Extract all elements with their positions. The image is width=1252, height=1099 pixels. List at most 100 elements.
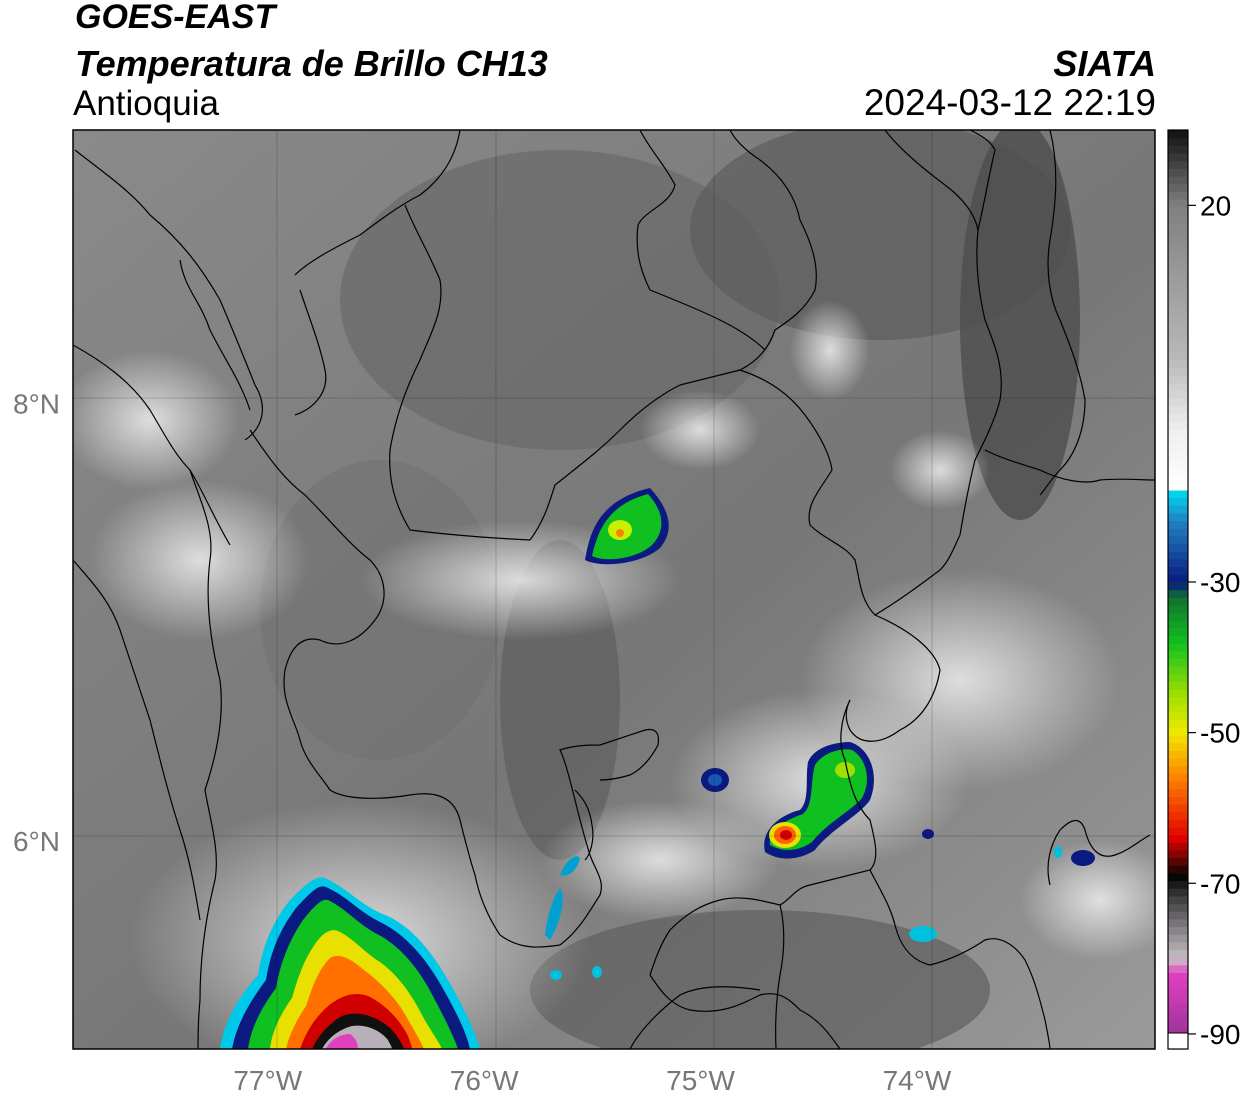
map-gridlines <box>73 130 1155 1049</box>
colorbar-segment <box>1168 857 1188 866</box>
colorbar-segment <box>1168 842 1188 851</box>
storm-cell-east <box>764 742 874 859</box>
colorbar-segment <box>1168 405 1188 414</box>
colorbar-segment <box>1168 175 1188 185</box>
latitude-axis: 8°N 6°N <box>13 389 60 858</box>
colorbar-segment <box>1168 244 1188 254</box>
colorbar-segment <box>1168 888 1188 897</box>
colorbar-segment <box>1168 964 1188 974</box>
colorbar-segment <box>1168 934 1188 943</box>
colorbar-segment <box>1168 727 1188 736</box>
storm-cell-small <box>545 768 1095 980</box>
colorbar-segment <box>1168 214 1188 223</box>
colorbar-segment <box>1168 735 1188 744</box>
colorbar-segment <box>1168 321 1188 330</box>
colorbar-segment <box>1168 298 1188 307</box>
colorbar-segment <box>1168 336 1188 346</box>
colorbar-ticks: 20 -30 -50 -70 -90 <box>1188 190 1240 1050</box>
colorbar-segment <box>1168 543 1188 552</box>
colorbar-segment <box>1168 566 1188 575</box>
satellite-imagery <box>73 130 1155 1049</box>
colorbar-segment <box>1168 382 1188 391</box>
colorbar-segment <box>1168 704 1188 713</box>
longitude-tick-label: 77°W <box>233 1065 302 1096</box>
colorbar-segment <box>1168 681 1188 690</box>
colorbar-segment <box>1168 589 1188 598</box>
colorbar-under-swatch <box>1167 1032 1189 1050</box>
colorbar-segment <box>1168 903 1188 912</box>
colorbar-segment <box>1168 428 1188 437</box>
colorbar-segment <box>1168 972 1188 981</box>
colorbar-segment <box>1168 497 1188 506</box>
colorbar-segment <box>1168 421 1188 430</box>
colorbar-segment <box>1168 957 1188 966</box>
colorbar-segment <box>1168 466 1188 476</box>
colorbar-segment <box>1168 689 1188 698</box>
colorbar-segment <box>1168 183 1188 192</box>
colorbar-segment <box>1168 451 1188 460</box>
colorbar-frame <box>1167 129 1189 1050</box>
colorbar-segment <box>1168 459 1188 468</box>
satellite-title: GOES-EAST <box>75 0 276 36</box>
colorbar-segment <box>1168 865 1188 874</box>
latitude-tick-label: 8°N <box>13 389 60 420</box>
organization-label: SIATA <box>1053 43 1156 84</box>
colorbar-segment <box>1168 666 1188 675</box>
colorbar-segment <box>1168 911 1188 920</box>
colorbar-segment <box>1168 819 1188 828</box>
storm-cell-central <box>585 488 669 565</box>
colorbar-tick-label: -70 <box>1200 868 1240 899</box>
colorbar-segment <box>1168 719 1188 728</box>
longitude-tick-label: 75°W <box>666 1065 735 1096</box>
colorbar-segment <box>1168 597 1188 606</box>
colorbar-segment <box>1168 1003 1188 1012</box>
colorbar-segment <box>1168 413 1188 422</box>
colorbar-segment <box>1168 849 1188 859</box>
region-label: Antioquia <box>73 84 219 123</box>
colorbar-segment <box>1168 627 1188 637</box>
colorbar-segment <box>1168 275 1188 284</box>
colorbar-segment <box>1168 811 1188 820</box>
colorbar-segment <box>1168 604 1188 614</box>
political-boundaries <box>73 130 1155 1049</box>
colorbar-segment <box>1168 558 1188 568</box>
colorbar-segment <box>1168 229 1188 238</box>
colorbar <box>1167 129 1189 1050</box>
colorbar-segment <box>1168 742 1188 751</box>
colorbar-segment <box>1168 643 1188 652</box>
colorbar-segment <box>1168 145 1188 154</box>
colorbar-segment <box>1168 895 1188 905</box>
colorbar-segment <box>1168 160 1188 169</box>
colorbar-segment <box>1168 329 1188 338</box>
colorbar-segment <box>1168 987 1188 996</box>
colorbar-segment <box>1168 803 1188 813</box>
colorbar-tick-label: -50 <box>1200 718 1240 749</box>
colorbar-segment <box>1168 620 1188 629</box>
colorbar-segment <box>1168 535 1188 545</box>
colorbar-segment <box>1168 505 1188 514</box>
colorbar-segment <box>1168 834 1188 843</box>
datetime-label: 2024-03-12 22:19 <box>863 82 1156 123</box>
product-title: Temperatura de Brillo CH13 <box>75 43 548 84</box>
storm-cell-southwest <box>220 877 480 1049</box>
colorbar-segment <box>1168 796 1188 805</box>
colorbar-segment <box>1168 926 1188 935</box>
colorbar-segment <box>1168 941 1188 951</box>
colorbar-segment <box>1168 367 1188 376</box>
colorbar-segment <box>1168 313 1188 323</box>
colorbar-segment <box>1168 918 1188 928</box>
colorbar-segment <box>1168 168 1188 177</box>
colorbar-tick-label: 20 <box>1200 190 1231 221</box>
colorbar-segment <box>1168 352 1188 361</box>
colorbar-tick-label: -90 <box>1200 1019 1240 1050</box>
colorbar-segment <box>1168 765 1188 774</box>
colorbar-segment <box>1168 474 1188 483</box>
colorbar-segment <box>1168 650 1188 660</box>
colorbar-segment <box>1168 712 1188 721</box>
latitude-tick-label: 6°N <box>13 826 60 857</box>
colorbar-segment <box>1168 551 1188 560</box>
colorbar-segment <box>1168 267 1188 277</box>
colorbar-segment <box>1168 520 1188 529</box>
colorbar-segment <box>1168 130 1188 139</box>
